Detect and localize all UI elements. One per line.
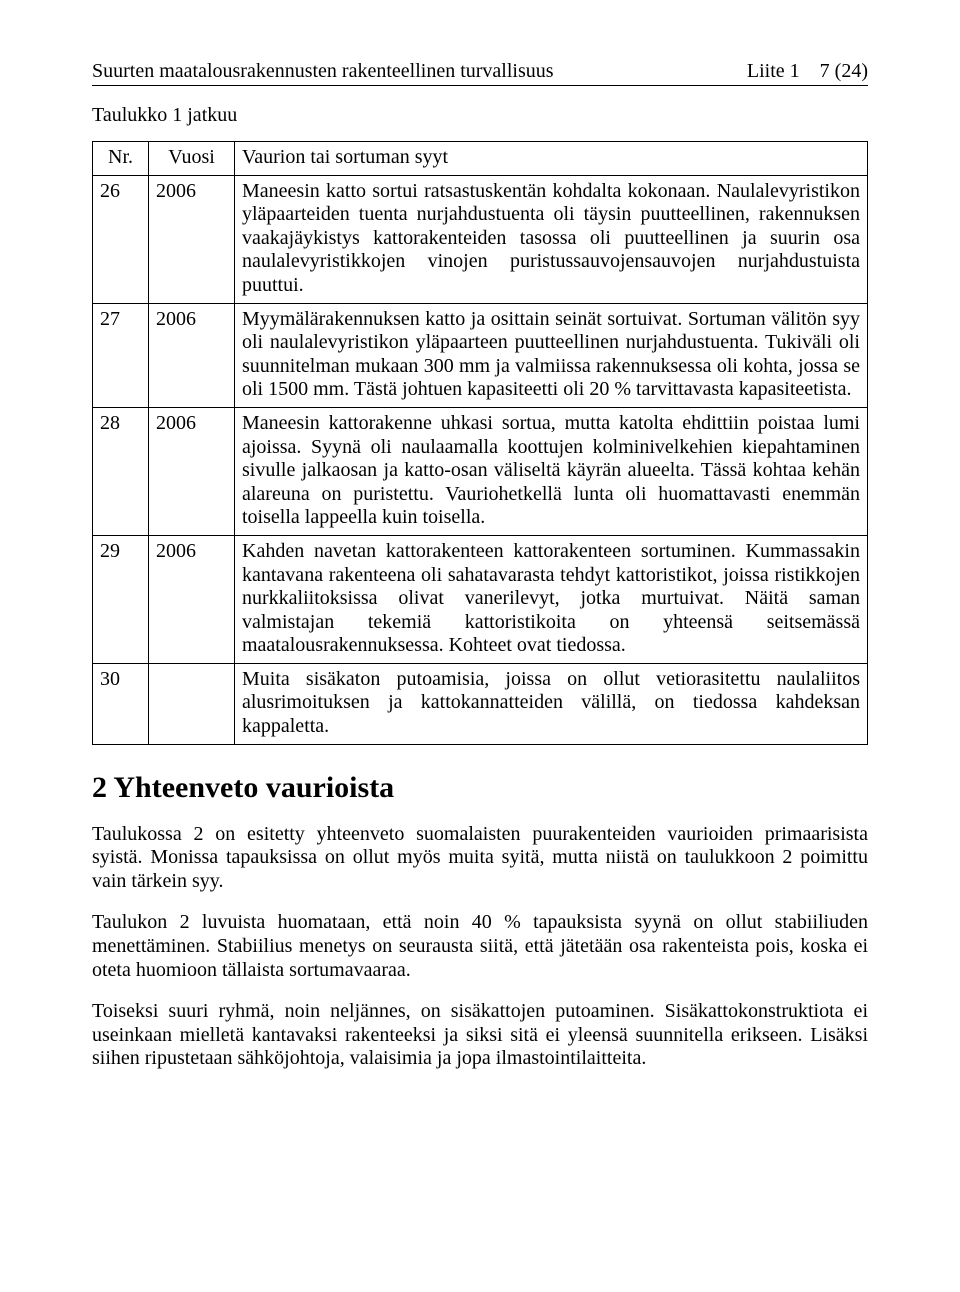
table-row: 29 2006 Kahden navetan kattorakenteen ka…	[93, 535, 868, 663]
cell-year: 2006	[149, 407, 235, 535]
cell-nr: 29	[93, 535, 149, 663]
header-page-number: 7 (24)	[820, 60, 868, 82]
cell-nr: 27	[93, 303, 149, 407]
table-row: 30 Muita sisäkaton putoamisia, joissa on…	[93, 663, 868, 744]
page: Suurten maatalousrakennusten rakenteelli…	[0, 0, 960, 1292]
cell-nr: 26	[93, 175, 149, 303]
col-header-nr: Nr.	[93, 142, 149, 176]
cell-year: 2006	[149, 175, 235, 303]
page-header: Suurten maatalousrakennusten rakenteelli…	[92, 60, 868, 83]
col-header-year: Vuosi	[149, 142, 235, 176]
header-title-left: Suurten maatalousrakennusten rakenteelli…	[92, 60, 554, 83]
header-rule	[92, 85, 868, 86]
table-row: 28 2006 Maneesin kattorakenne uhkasi sor…	[93, 407, 868, 535]
cell-year: 2006	[149, 535, 235, 663]
cell-year: 2006	[149, 303, 235, 407]
cell-desc: Muita sisäkaton putoamisia, joissa on ol…	[235, 663, 868, 744]
cell-desc: Myymälärakennuksen katto ja osittain sei…	[235, 303, 868, 407]
cell-desc: Maneesin katto sortui ratsastuskentän ko…	[235, 175, 868, 303]
cell-year	[149, 663, 235, 744]
table-caption: Taulukko 1 jatkuu	[92, 104, 868, 127]
table-row: 27 2006 Myymälärakennuksen katto ja osit…	[93, 303, 868, 407]
section-heading: 2 Yhteenveto vaurioista	[92, 771, 868, 805]
cell-desc: Kahden navetan kattorakenteen kattoraken…	[235, 535, 868, 663]
cell-nr: 30	[93, 663, 149, 744]
col-header-desc: Vaurion tai sortuman syyt	[235, 142, 868, 176]
cell-nr: 28	[93, 407, 149, 535]
body-paragraph: Toiseksi suuri ryhmä, noin neljännes, on…	[92, 1000, 868, 1071]
cell-desc: Maneesin kattorakenne uhkasi sortua, mut…	[235, 407, 868, 535]
header-title-right: Liite 1 7 (24)	[747, 60, 868, 83]
damage-table: Nr. Vuosi Vaurion tai sortuman syyt 26 2…	[92, 141, 868, 745]
table-row: 26 2006 Maneesin katto sortui ratsastusk…	[93, 175, 868, 303]
table-header-row: Nr. Vuosi Vaurion tai sortuman syyt	[93, 142, 868, 176]
body-paragraph: Taulukon 2 luvuista huomataan, että noin…	[92, 911, 868, 982]
header-liite: Liite 1	[747, 60, 800, 82]
body-paragraph: Taulukossa 2 on esitetty yhteenveto suom…	[92, 823, 868, 894]
